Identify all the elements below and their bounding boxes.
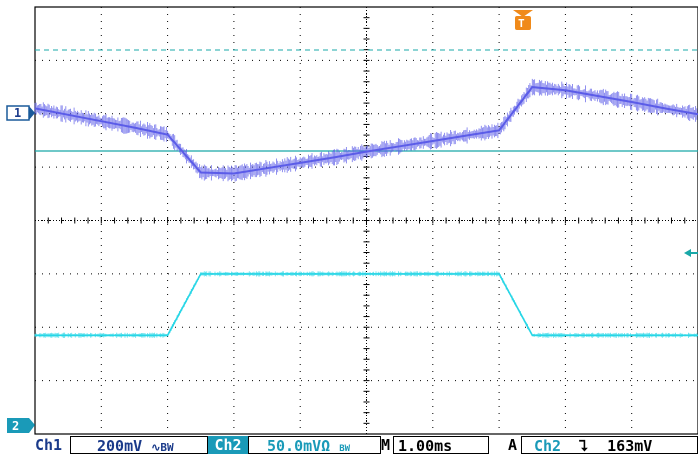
ch2-marker[interactable]: 2 [7,418,35,433]
ch1-scale-box[interactable]: 200mV ∿BW [70,436,208,455]
status-bar: Ch1 200mV ∿BW Ch2 50.0mVΩ BW M 1.00ms A … [0,434,698,456]
falling-edge-icon: ⮧ [570,437,589,455]
trigger-level-arrow-icon[interactable] [684,249,698,257]
trigger-source: Ch2 [534,437,562,455]
ch2-bandwidth-icon: BW [339,444,351,454]
trigger-level: 163mV [607,437,653,455]
graticule [34,6,698,435]
ch1-marker[interactable]: 1 [6,105,35,121]
trigger-settings-box[interactable]: Ch2 ⮧ 163mV [521,436,698,455]
trigger-position-marker[interactable]: T [513,10,533,30]
ch1-noise-band [34,78,698,182]
ch2-scale: 50.0mVΩ [267,437,331,455]
ch1-scale: 200mV [97,437,143,455]
timebase-value[interactable]: 1.00ms [393,436,489,455]
ch2-noise-band [34,271,698,338]
ch2-trace [35,273,698,337]
ch2-label[interactable]: Ch2 [208,436,248,454]
timebase-prefix: M [381,436,391,454]
ch2-scale-box[interactable]: 50.0mVΩ BW [248,436,381,455]
ch1-label[interactable]: Ch1 [35,436,63,454]
ch1-trace [34,86,698,175]
ch2-marker-label: 2 [12,419,19,433]
trigger-mode[interactable]: A [508,436,518,454]
ch1-bandwidth-icon: ∿BW [151,441,174,454]
trigger-marker-label: T [518,17,525,30]
ch1-marker-label: 1 [14,106,21,120]
